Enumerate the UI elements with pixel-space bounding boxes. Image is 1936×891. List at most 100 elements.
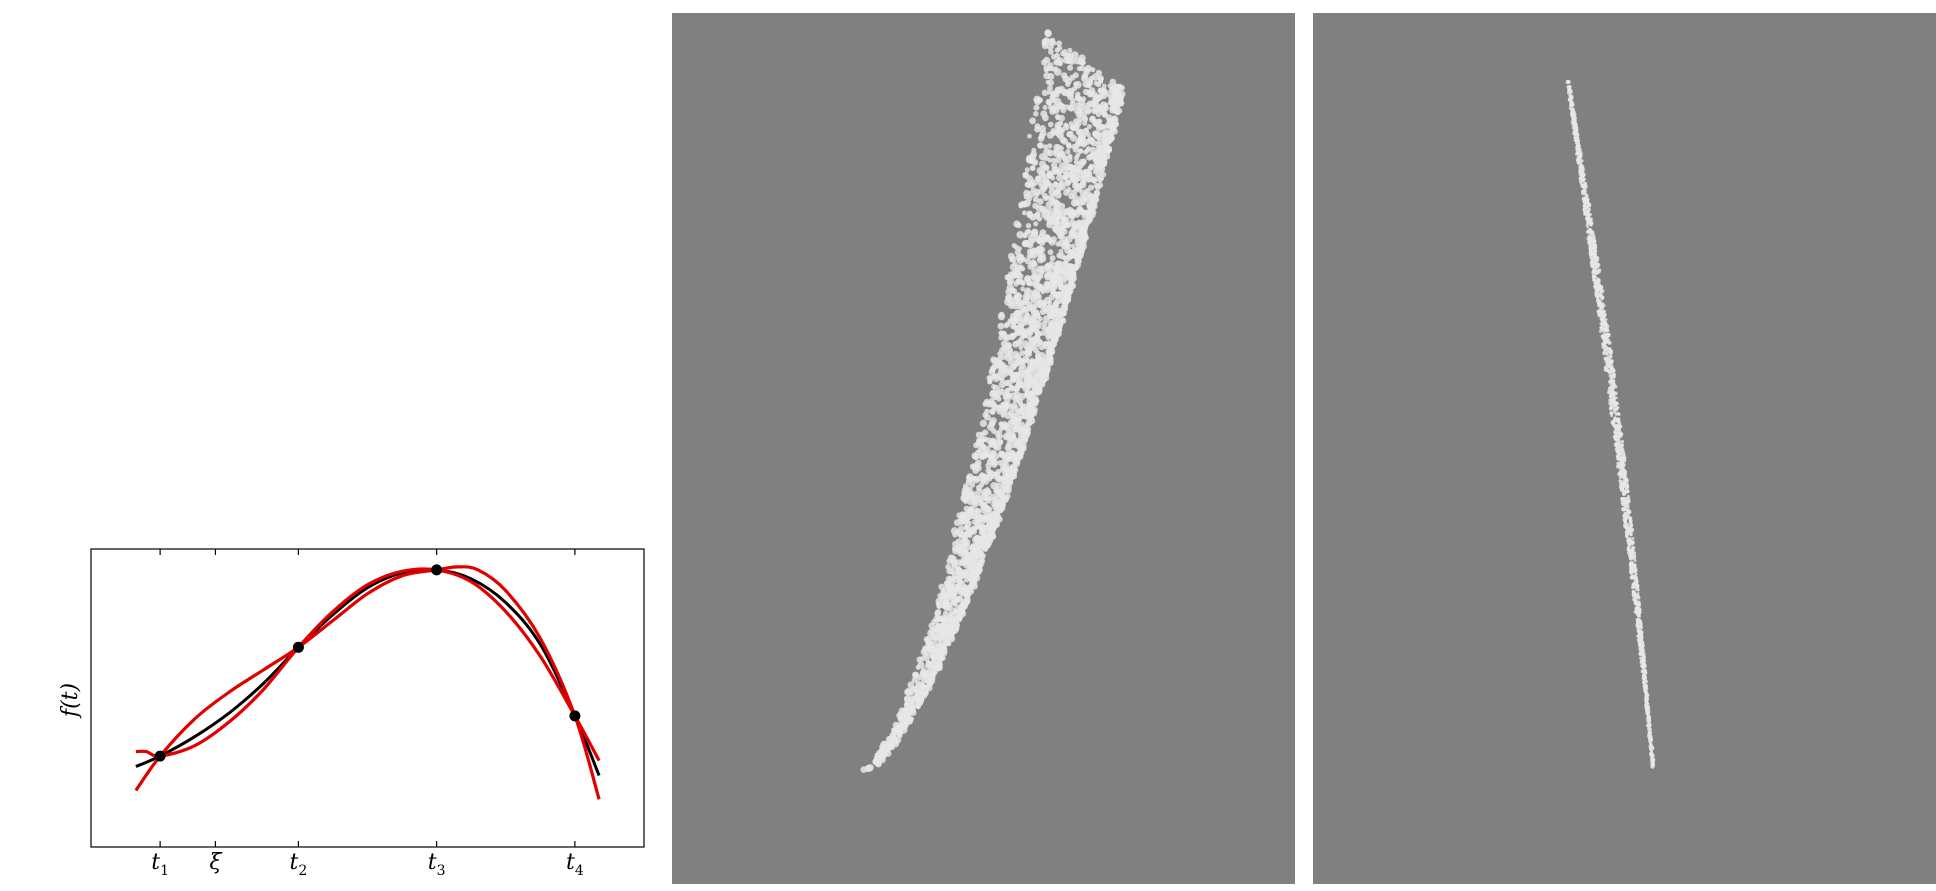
cloud-point: [923, 688, 929, 694]
cloud-point: [1049, 106, 1055, 112]
cloud-point: [1637, 607, 1640, 611]
series-line-3: [134, 565, 601, 800]
cloud-point: [980, 526, 985, 532]
cloud-point: [1593, 249, 1598, 254]
cloud-point: [1026, 210, 1033, 217]
cloud-points-right: [1565, 79, 1656, 769]
cloud-point: [1620, 440, 1625, 444]
cloud-point: [1031, 378, 1040, 386]
x-tick-label-1: t1: [151, 850, 169, 879]
cloud-point: [974, 556, 980, 562]
cloud-point: [1024, 312, 1030, 318]
cloud-point: [1047, 157, 1053, 163]
cloud-point: [1047, 143, 1053, 149]
cloud-point: [958, 604, 966, 612]
point-cloud-panel-right: [1313, 13, 1936, 884]
cloud-point: [1064, 217, 1070, 222]
cloud-point: [952, 532, 958, 538]
cloud-point: [1018, 203, 1024, 209]
cloud-point: [1055, 87, 1061, 93]
cloud-point: [1059, 225, 1065, 232]
cloud-point: [1069, 214, 1075, 220]
cloud-point: [916, 699, 923, 706]
cloud-point: [1078, 99, 1086, 106]
cloud-point: [1100, 87, 1108, 94]
cloud-point: [1091, 73, 1100, 81]
cloud-point: [977, 550, 984, 556]
cloud-point: [1011, 243, 1017, 248]
cloud-point: [1063, 122, 1069, 128]
cloud-point: [1025, 405, 1033, 413]
cloud-point: [1582, 204, 1586, 208]
cloud-point: [1600, 334, 1605, 339]
cloud-point: [985, 495, 992, 502]
cloud-point: [1634, 596, 1638, 599]
cloud-point: [975, 495, 983, 503]
cloud-point: [1024, 258, 1031, 265]
cloud-point: [1015, 328, 1023, 336]
cloud-point: [936, 660, 943, 668]
cloud-point: [1079, 132, 1086, 140]
cloud-point: [1580, 159, 1584, 163]
cloud-point: [1645, 686, 1649, 690]
cloud-point: [1094, 164, 1102, 173]
cloud-point: [1024, 275, 1031, 283]
cloud-point: [931, 667, 939, 675]
cloud-point: [1043, 155, 1049, 162]
cloud-point: [1034, 312, 1041, 318]
cloud-point: [1058, 233, 1064, 240]
cloud-point: [1058, 249, 1064, 254]
cloud-point: [995, 468, 1002, 475]
cloud-point: [1618, 441, 1622, 445]
cloud-point: [950, 595, 959, 604]
cloud-point: [1002, 471, 1008, 478]
cloud-point: [1055, 241, 1061, 247]
cloud-point: [1054, 121, 1062, 129]
cloud-point: [1570, 114, 1575, 118]
cloud-point: [966, 474, 973, 482]
cloud-point: [1038, 254, 1047, 263]
cloud-point: [1569, 99, 1573, 103]
cloud-point: [1622, 472, 1626, 476]
cloud-point: [1636, 617, 1640, 622]
cloud-point: [1585, 230, 1590, 234]
cloud-point: [925, 644, 932, 651]
cloud-point: [1082, 88, 1090, 96]
cloud-point: [1062, 261, 1068, 268]
cloud-point: [1631, 565, 1635, 568]
cloud-point: [1082, 168, 1090, 176]
cloud-point: [1626, 508, 1631, 513]
cloud-point: [989, 520, 997, 527]
cloud-point: [1576, 139, 1581, 143]
cloud-point: [1037, 316, 1043, 322]
cloud-point: [1589, 256, 1593, 259]
cloud-point: [1035, 293, 1042, 301]
cloud-point: [1024, 382, 1032, 391]
cloud-point: [1633, 559, 1637, 562]
cloud-point: [920, 656, 926, 662]
cloud-point: [1621, 507, 1626, 512]
cloud-point: [1050, 128, 1057, 135]
cloud-point: [1609, 385, 1613, 389]
cloud-point: [1002, 476, 1010, 484]
cloud-point: [1585, 205, 1589, 210]
cloud-point: [1586, 225, 1590, 229]
cloud-point: [1627, 499, 1631, 503]
cloud-point: [1027, 238, 1034, 246]
cloud-point: [1021, 318, 1029, 326]
cloud-point: [1602, 343, 1607, 348]
cloud-point: [1074, 81, 1082, 89]
cloud-point: [993, 444, 999, 451]
cloud-point: [1035, 175, 1042, 182]
cloud-point: [878, 752, 886, 761]
cloud-point: [1102, 105, 1109, 112]
cloud-point: [1059, 180, 1065, 186]
cloud-point: [1038, 170, 1046, 178]
cloud-point: [1651, 763, 1655, 767]
cloud-point: [946, 585, 954, 593]
cloud-point: [1617, 421, 1622, 426]
cloud-point: [1622, 481, 1627, 486]
cloud-point: [1575, 132, 1579, 135]
cloud-point: [1639, 624, 1643, 628]
series-line-1: [135, 568, 601, 777]
